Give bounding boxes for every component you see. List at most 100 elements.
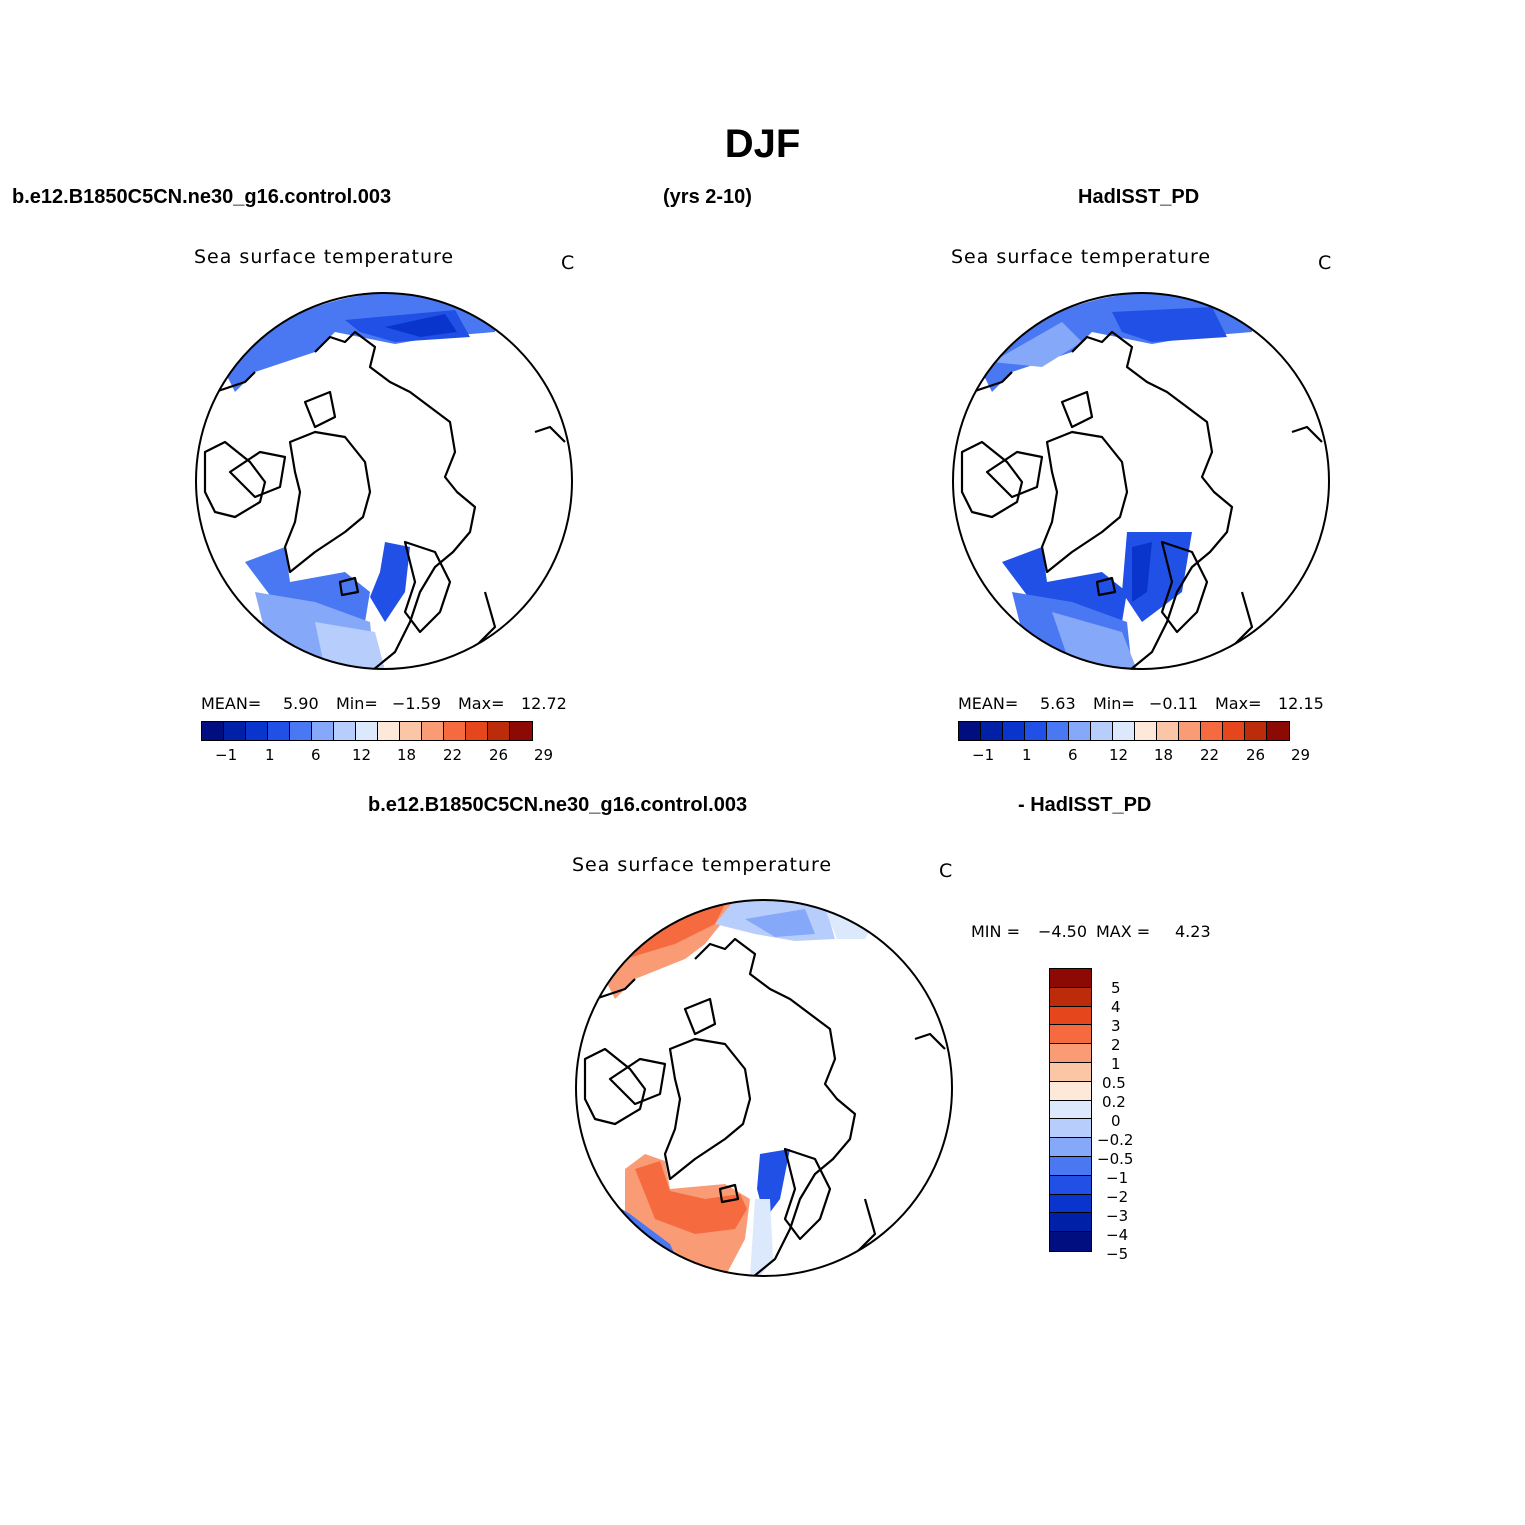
- years-label: (yrs 2-10): [663, 186, 752, 208]
- panel2-colorbar-tick: 6: [1068, 746, 1078, 764]
- diff-obs-name-label: - HadISST_PD: [1018, 794, 1152, 816]
- panel1-colorbar-swatch: [268, 722, 290, 740]
- panel1-colorbar: [201, 721, 533, 741]
- panel3-coastlines: [583, 937, 946, 1276]
- panel1-mean-label: MEAN=: [201, 694, 262, 713]
- panel3-colorbar-tick: 3: [1111, 1017, 1121, 1035]
- panel1-colorbar-swatch: [510, 722, 532, 740]
- panel1-max-value: 12.72: [521, 694, 567, 713]
- panel1-colorbar-swatch: [202, 722, 224, 740]
- panel1-colorbar-tick: 22: [443, 746, 463, 764]
- panel1-colorbar-swatch: [224, 722, 246, 740]
- panel2-mean-label: MEAN=: [958, 694, 1019, 713]
- panel3-colorbar-swatch: [1050, 969, 1091, 988]
- figure-title: DJF: [724, 122, 801, 166]
- panel3-colorbar-swatch: [1050, 1119, 1091, 1139]
- panel1-coastlines: [203, 330, 566, 669]
- panel3-colorbar-swatch: [1050, 1194, 1091, 1214]
- panel3-colorbar-tick: 0: [1111, 1112, 1121, 1130]
- panel3-polar-map: [575, 899, 953, 1277]
- panel3-colorbar-tick: −3: [1106, 1207, 1129, 1225]
- panel3-colorbar-tick: −0.2: [1097, 1131, 1134, 1149]
- panel1-max-label: Max=: [458, 694, 505, 713]
- panel3-colorbar-tick: 0.5: [1102, 1074, 1126, 1092]
- panel2-colorbar-swatch: [1113, 722, 1135, 740]
- panel1-colorbar-swatch: [466, 722, 488, 740]
- panel1-colorbar-tick: 26: [489, 746, 509, 764]
- panel1-colorbar-swatch: [356, 722, 378, 740]
- panel3-colorbar-swatch: [1050, 1232, 1091, 1251]
- panel2-colorbar-tick: 1: [1022, 746, 1032, 764]
- panel2-colorbar-tick: 22: [1200, 746, 1220, 764]
- panel3-colorbar-tick: 2: [1111, 1036, 1121, 1054]
- panel1-colorbar-swatch: [290, 722, 312, 740]
- panel3-colorbar-swatch: [1050, 1081, 1091, 1101]
- panel2-colorbar-swatch: [1047, 722, 1069, 740]
- panel3-colorbar-swatch: [1050, 987, 1091, 1007]
- panel2-colorbar-swatch: [1201, 722, 1223, 740]
- panel2-colorbar-swatch: [1069, 722, 1091, 740]
- panel2-colorbar-swatch: [1091, 722, 1113, 740]
- panel2-units: C: [1318, 252, 1332, 274]
- panel2-colorbar-tick: 26: [1246, 746, 1266, 764]
- panel3-colorbar-swatch: [1050, 1062, 1091, 1082]
- panel2-colorbar-swatch: [959, 722, 981, 740]
- panel3-colorbar-swatch: [1050, 1138, 1091, 1157]
- panel2-colorbar-tick: 18: [1154, 746, 1174, 764]
- panel1-mean-value: 5.90: [283, 694, 319, 713]
- panel3-colorbar-tick: 4: [1111, 998, 1121, 1016]
- panel3-colorbar-swatch: [1050, 1044, 1091, 1063]
- panel2-title: Sea surface temperature: [951, 246, 1212, 268]
- panel2-min-value: −0.11: [1149, 694, 1199, 713]
- panel2-colorbar-swatch: [1135, 722, 1157, 740]
- panel1-min-value: −1.59: [392, 694, 442, 713]
- panel1-colorbar-tick: 18: [397, 746, 417, 764]
- panel2-colorbar-tick: 29: [1291, 746, 1311, 764]
- panel3-colorbar-swatch: [1050, 1175, 1091, 1195]
- panel3-colorbar-tick: −4: [1106, 1226, 1129, 1244]
- panel1-colorbar-swatch: [400, 722, 422, 740]
- panel3-colorbar: [1049, 968, 1092, 1252]
- panel1-units: C: [561, 252, 575, 274]
- panel1-colorbar-swatch: [312, 722, 334, 740]
- panel1-title: Sea surface temperature: [194, 246, 455, 268]
- panel3-colorbar-swatch: [1050, 1213, 1091, 1233]
- panel2-polar-map: [952, 292, 1330, 670]
- panel3-title: Sea surface temperature: [572, 854, 833, 876]
- panel3-colorbar-swatch: [1050, 1025, 1091, 1045]
- panel2-colorbar-swatch: [1267, 722, 1289, 740]
- panel3-min-value: −4.50: [1038, 922, 1088, 941]
- panel3-colorbar-tick: −0.5: [1097, 1150, 1134, 1168]
- panel1-colorbar-swatch: [246, 722, 268, 740]
- panel2-colorbar-swatch: [1025, 722, 1047, 740]
- panel1-colorbar-swatch: [334, 722, 356, 740]
- panel3-colorbar-swatch: [1050, 1156, 1091, 1176]
- panel2-max-value: 12.15: [1278, 694, 1324, 713]
- panel2-colorbar-swatch: [1157, 722, 1179, 740]
- panel1-colorbar-swatch: [422, 722, 444, 740]
- panel2-colorbar-swatch: [981, 722, 1003, 740]
- obs-name-label: HadISST_PD: [1078, 186, 1200, 208]
- panel3-max-label: MAX =: [1096, 922, 1151, 941]
- panel1-colorbar-tick: 1: [265, 746, 275, 764]
- panel2-colorbar-tick: −1: [972, 746, 995, 764]
- panel1-polar-map: [195, 292, 573, 670]
- panel3-colorbar-tick: −5: [1106, 1245, 1129, 1263]
- panel3-colorbar-swatch: [1050, 1100, 1091, 1120]
- panel2-colorbar-swatch: [1179, 722, 1201, 740]
- panel3-colorbar-tick: 0.2: [1102, 1093, 1126, 1111]
- panel3-colorbar-swatch: [1050, 1006, 1091, 1026]
- panel1-colorbar-swatch: [488, 722, 510, 740]
- panel2-colorbar-swatch: [1245, 722, 1267, 740]
- panel1-min-label: Min=: [336, 694, 378, 713]
- panel2-mean-value: 5.63: [1040, 694, 1076, 713]
- panel2-min-label: Min=: [1093, 694, 1135, 713]
- panel1-colorbar-swatch: [378, 722, 400, 740]
- panel3-max-value: 4.23: [1175, 922, 1211, 941]
- case-name-label: b.e12.B1850C5CN.ne30_g16.control.003: [12, 186, 392, 208]
- panel1-colorbar-tick: 12: [352, 746, 372, 764]
- panel2-colorbar-swatch: [1003, 722, 1025, 740]
- panel1-colorbar-swatch: [444, 722, 466, 740]
- panel3-colorbar-tick: −1: [1106, 1169, 1129, 1187]
